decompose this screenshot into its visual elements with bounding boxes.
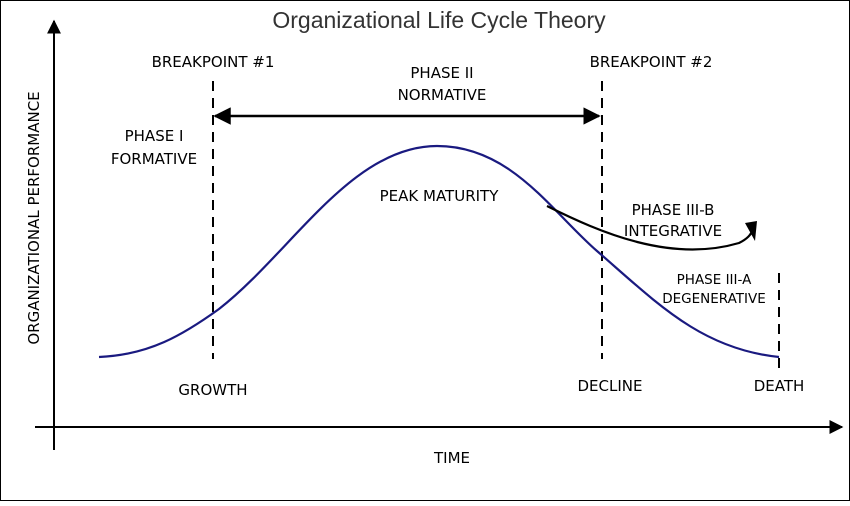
integrative-branch-curve <box>546 205 755 251</box>
peak-maturity-label: PEAK MATURITY <box>380 187 500 205</box>
integrative-arrow-head <box>745 221 757 241</box>
growth-label: GROWTH <box>178 381 247 399</box>
death-label: DEATH <box>754 377 805 395</box>
diagram-title: Organizational Life Cycle Theory <box>272 7 606 33</box>
y-axis-label: ORGANIZATIONAL PERFORMANCE <box>25 91 43 344</box>
breakpoint-1-label: BREAKPOINT #1 <box>152 53 275 71</box>
phase-2-line2: NORMATIVE <box>398 86 487 104</box>
phase-2-line1: PHASE II <box>410 64 473 82</box>
x-axis-label: TIME <box>433 449 470 467</box>
phase-1-line1: PHASE I <box>125 127 184 145</box>
breakpoint-2-label: BREAKPOINT #2 <box>590 53 713 71</box>
phase-3a-line2: DEGENERATIVE <box>662 291 766 307</box>
phase-3b-line1: PHASE III-B <box>632 201 715 219</box>
phase-3b-line2: INTEGRATIVE <box>624 222 722 240</box>
phase-3a-line1: PHASE III-A <box>677 272 752 288</box>
decline-label: DECLINE <box>578 377 643 395</box>
phase-1-line2: FORMATIVE <box>111 150 197 168</box>
life-cycle-curve <box>98 144 780 359</box>
